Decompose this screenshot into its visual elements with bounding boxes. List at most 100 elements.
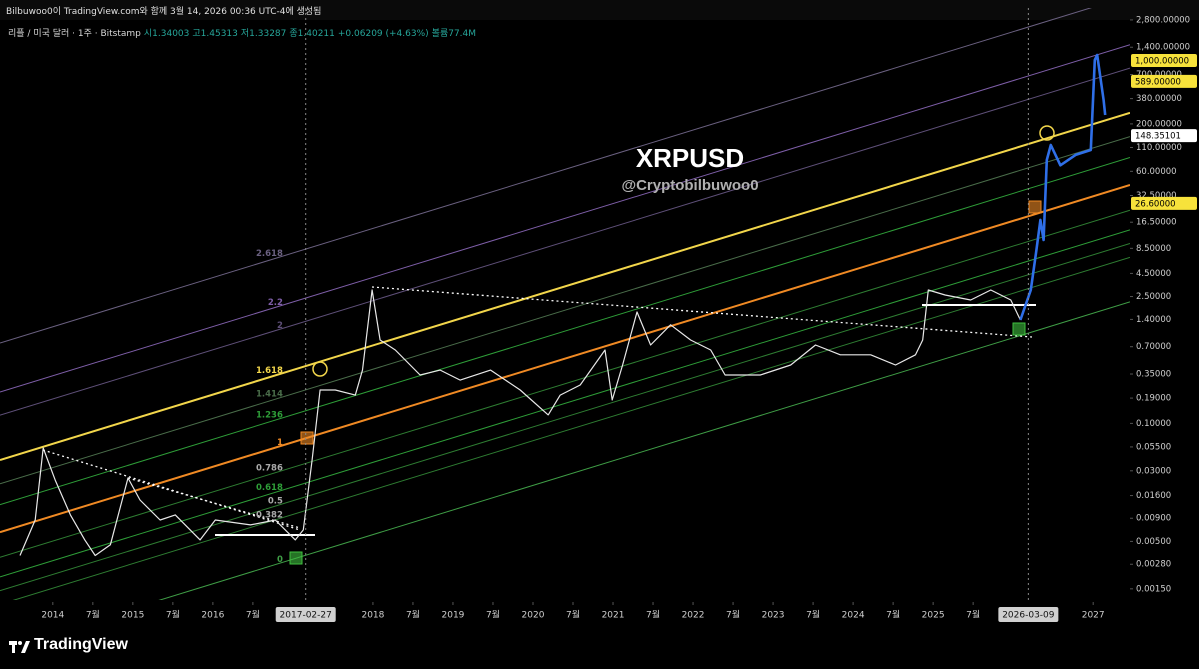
markers — [289, 125, 1055, 565]
footer-bar — [0, 628, 1199, 669]
fib-line — [0, 157, 1130, 506]
x-tick-label: 2021 — [602, 611, 625, 621]
series — [19, 53, 1107, 557]
logo-part — [18, 641, 22, 645]
y-tick-label: 200.00000 — [1136, 119, 1182, 129]
fib-level-label: 2 — [277, 321, 283, 331]
y-tick-label: 0.19000 — [1136, 394, 1171, 404]
y-tick-label: 60.00000 — [1136, 167, 1177, 177]
fib-line — [0, 8, 1092, 344]
fib-line — [0, 229, 1130, 578]
fib-line — [0, 136, 1130, 485]
brand-logo — [9, 641, 30, 653]
x-tick-label: 2024 — [842, 611, 865, 621]
fib-line — [0, 209, 1130, 558]
price-line — [19, 289, 1021, 557]
chart-subtitle: @Cryptobilbuwoo0 — [621, 177, 758, 194]
x-tick-label: 7월 — [886, 609, 900, 621]
price-label: 26.60000 — [1135, 199, 1176, 209]
header-bar — [0, 0, 1199, 20]
logo-part — [12, 641, 15, 653]
legend-item: 시1.34003 — [143, 29, 190, 39]
logo-part — [21, 641, 30, 653]
y-tick-label: 110.00000 — [1136, 143, 1182, 153]
circle-marker — [312, 361, 328, 377]
x-tick-label: 2018 — [361, 611, 384, 621]
legend: 리플 / 미국 달러 · 1주 · Bitstamp 시1.34003 고1.453… — [8, 26, 479, 39]
x-tick-label: 2025 — [922, 611, 945, 621]
y-tick-label: 0.00500 — [1136, 537, 1171, 547]
chart-title: XRPUSD — [636, 143, 744, 173]
x-tick-label: 2019 — [442, 611, 465, 621]
y-tick-label: 0.01600 — [1136, 491, 1171, 501]
fib-line — [0, 243, 1130, 592]
x-tick-label: 7월 — [726, 609, 740, 621]
fib-line — [0, 44, 1130, 393]
y-tick-label: 1,400.00000 — [1136, 43, 1190, 53]
y-tick-label: 2,800.00000 — [1136, 15, 1190, 25]
source-line: Bilbuwoo0이 TradingView.com와 함께 3월 14, 20… — [6, 7, 322, 17]
x-tick-label: 7월 — [166, 609, 180, 621]
fib-line — [0, 67, 1130, 416]
y-tick-label: 0.00150 — [1136, 584, 1171, 594]
x-tick-label: 7월 — [966, 609, 980, 621]
x-tick-label: 7월 — [86, 609, 100, 621]
y-tick-label: 0.10000 — [1136, 419, 1171, 429]
brand: TradingView — [34, 636, 128, 653]
price-label: 148.35101 — [1135, 132, 1181, 142]
y-tick-label: 32.50000 — [1136, 191, 1177, 201]
fib-line — [0, 184, 1130, 534]
y-tick-label: 0.03000 — [1136, 466, 1171, 476]
fib-level-label: 0.5 — [268, 497, 283, 507]
price-label: 589.00000 — [1135, 77, 1181, 87]
y-tick-label: 0.05500 — [1136, 442, 1171, 452]
y-tick-label: 0.70000 — [1136, 342, 1171, 352]
fib-line — [12, 256, 1130, 600]
y-tick-label: 2.50000 — [1136, 292, 1171, 302]
legend-item: 저1.33287 — [240, 29, 287, 39]
box-marker — [1028, 200, 1042, 214]
x-tick-label: 7월 — [646, 609, 660, 621]
fib-level-label: 1.236 — [256, 411, 283, 421]
x-tick-label: 2020 — [522, 611, 545, 621]
crosshair-label-bg — [275, 607, 336, 622]
fib-level-label: 0 — [277, 555, 283, 565]
y-tick-label: 8.50000 — [1136, 244, 1171, 254]
y-tick-label: 0.00900 — [1136, 514, 1171, 524]
y-tick-label: 0.35000 — [1136, 370, 1171, 380]
y-tick-label: 0.00280 — [1136, 560, 1171, 570]
x-tick-label: 2014 — [41, 611, 64, 621]
box-marker — [300, 431, 314, 445]
y-tick-label: 1.40000 — [1136, 315, 1171, 325]
x-tick-label: 7월 — [246, 609, 260, 621]
x-tick-label: 2016 — [201, 611, 224, 621]
price-label: 1,000.00000 — [1135, 56, 1189, 66]
fib-line — [0, 111, 1130, 461]
legend-item: 고1.45313 — [192, 29, 238, 39]
x-tick-label: 2027 — [1082, 611, 1105, 621]
price-line — [1019, 53, 1107, 321]
box-marker — [1012, 322, 1026, 336]
fib-level-label: 0.618 — [256, 483, 283, 493]
fib-level-label: 1.618 — [256, 366, 283, 376]
fib-level-label: 2.2 — [268, 298, 283, 308]
x-tick-label: 2023 — [762, 611, 785, 621]
y-tick-label: 16.50000 — [1136, 218, 1177, 228]
fib-channel — [0, 8, 1130, 600]
box-marker — [289, 551, 303, 565]
price-label-bg — [1131, 74, 1197, 88]
legend-item: 볼륨77.4M — [431, 29, 477, 39]
price-label-bg — [1131, 196, 1197, 210]
circle-marker — [1039, 125, 1055, 141]
legend-item: 리플 / 미국 달러 · 1주 · Bitstamp — [8, 29, 141, 39]
x-tick-label: 2022 — [682, 611, 705, 621]
x-tick-label: 2015 — [121, 611, 144, 621]
crosshair-label-bg — [998, 607, 1059, 622]
fib-line — [158, 301, 1130, 600]
price-label-bg — [1131, 129, 1197, 143]
legend-item: +0.06209 (+4.63%) — [337, 29, 429, 39]
trend-line — [371, 286, 1033, 338]
price-label-bg — [1131, 53, 1197, 67]
